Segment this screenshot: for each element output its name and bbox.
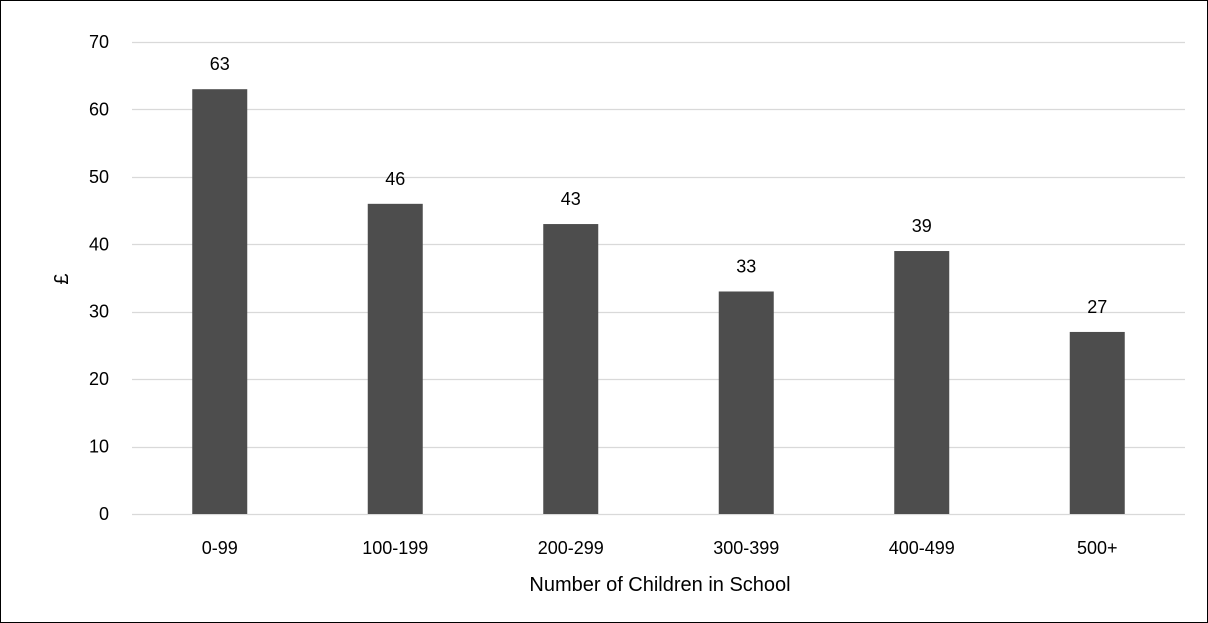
bar [543,224,599,515]
x-tick-label: 0-99 [202,538,238,558]
y-axis-ticks: 0 10 20 30 40 50 60 70 [89,32,109,524]
bar [894,251,950,514]
bar-value-label: 39 [912,216,932,236]
bar-value-label: 46 [385,169,405,189]
y-tick-label: 10 [89,437,109,457]
x-axis-ticks: 0-99 100-199 200-299 300-399 400-499 500+ [202,538,1118,558]
y-tick-label: 30 [89,302,109,322]
y-tick-label: 60 [89,99,109,119]
x-tick-label: 100-199 [362,538,428,558]
data-labels: 63 46 43 33 39 27 [210,54,1108,317]
y-tick-label: 40 [89,234,109,254]
x-tick-label: 300-399 [713,538,779,558]
bars [192,89,1125,515]
gridlines [132,41,1185,516]
x-axis-title: Number of Children in School [529,574,790,596]
bar [192,89,248,514]
y-axis-title: £ [51,273,73,284]
y-tick-label: 50 [89,167,109,187]
bar [718,291,774,514]
bar-value-label: 27 [1087,297,1107,317]
x-tick-label: 500+ [1077,538,1118,558]
bar [367,203,423,515]
x-tick-label: 400-499 [889,538,955,558]
bar-value-label: 33 [736,256,756,276]
y-tick-label: 0 [99,504,109,524]
bar-value-label: 63 [210,54,230,74]
y-tick-label: 70 [89,32,109,52]
y-tick-label: 20 [89,369,109,389]
bar-value-label: 43 [561,189,581,209]
x-tick-label: 200-299 [538,538,604,558]
bar [1069,331,1125,514]
